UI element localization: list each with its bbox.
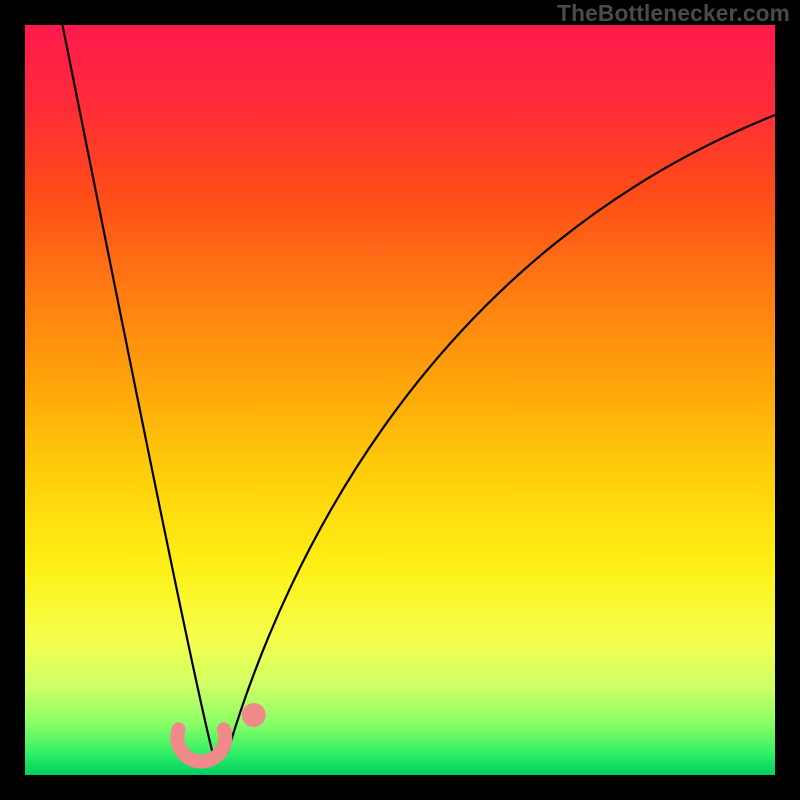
stage: TheBottlenecker.com [0,0,800,800]
bottleneck-chart [25,25,775,775]
bottleneck-dot-marker [242,703,266,727]
right-curve [228,115,776,753]
watermark-text: TheBottlenecker.com [557,0,790,27]
bottleneck-arc-marker [177,729,225,761]
left-curve [63,25,213,753]
curve-layer [25,25,775,775]
